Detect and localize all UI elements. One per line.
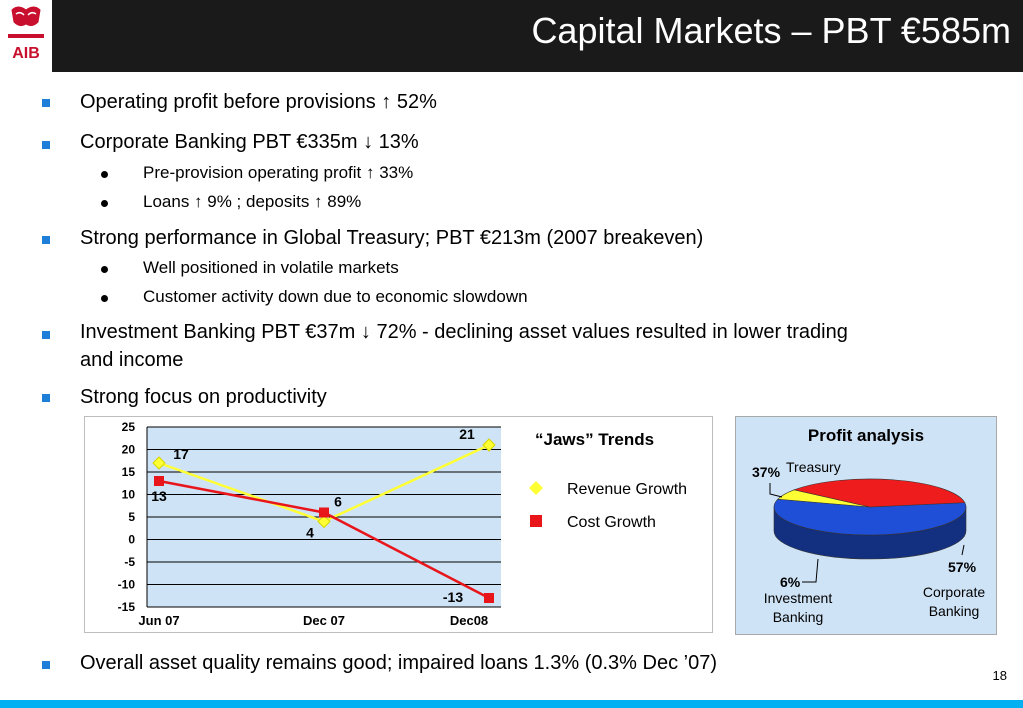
data-label: 13 xyxy=(151,488,167,504)
pie-slice-treasury xyxy=(793,478,966,508)
revenue-growth-point xyxy=(482,438,496,452)
bullet-dot-icon xyxy=(101,171,108,178)
leader-line xyxy=(802,558,819,583)
page-number: 18 xyxy=(992,668,1007,683)
bullet-global-treasury: Strong performance in Global Treasury; P… xyxy=(80,227,704,249)
pie-pct-label: 37% xyxy=(752,464,781,480)
y-tick-label: -15 xyxy=(118,600,136,614)
bullet-corporate-banking: Corporate Banking PBT €335m ↓ 13% xyxy=(80,131,419,153)
bullet-dot-icon xyxy=(101,295,108,302)
bullet-dot-icon xyxy=(101,266,108,273)
cost-growth-point xyxy=(319,507,329,518)
legend-marker-square-icon xyxy=(530,515,542,527)
y-tick-label: 20 xyxy=(122,443,136,457)
cost-growth-point xyxy=(484,593,494,603)
chart-title: “Jaws” Trends xyxy=(535,430,654,449)
data-label: 4 xyxy=(306,525,314,541)
pie-name-label: Investment xyxy=(764,590,833,606)
data-label: 6 xyxy=(334,494,342,510)
pie-title: Profit analysis xyxy=(808,426,924,445)
profit-analysis-svg: Profit analysis 37% Treasury 57% Corporate B… xyxy=(752,426,985,625)
pie-name-label: Banking xyxy=(773,609,824,625)
bullet-square-icon xyxy=(42,141,50,149)
pie-pct-label: 6% xyxy=(780,574,801,590)
y-tick-label: 0 xyxy=(128,533,135,547)
revenue-growth-point xyxy=(152,456,166,470)
jaws-trends-chart: 25 20 15 10 5 0 -5 -10 -15 Jun 07 Dec 07 Dec08 17 4… xyxy=(84,416,713,633)
bullet-investment-banking: Investment Banking PBT €37m ↓ 72% - decl… xyxy=(80,321,848,343)
logo-emblem-icon xyxy=(11,6,41,27)
pie-name-label: Banking xyxy=(929,603,980,619)
y-tick-label: 5 xyxy=(128,510,135,524)
sub-bullet-customer-activity: Customer activity down due to economic s… xyxy=(143,287,528,306)
sub-bullet-loans-deposits: Loans ↑ 9% ; deposits ↑ 89% xyxy=(143,192,362,211)
x-tick-label: Dec08 xyxy=(450,613,488,628)
slide-header: AIB Capital Markets – PBT €585m xyxy=(0,0,1023,72)
revenue-growth-point xyxy=(317,514,331,529)
bullet-square-icon xyxy=(42,394,50,402)
bullet-square-icon xyxy=(42,99,50,107)
leader-line xyxy=(769,483,783,498)
profit-analysis-chart: Profit analysis 37% Treasury 57% Corporate B… xyxy=(735,416,997,635)
data-label: -13 xyxy=(443,589,463,605)
data-label: 21 xyxy=(459,426,475,442)
legend-marker-diamond-icon xyxy=(529,481,543,495)
cost-growth-point xyxy=(154,476,164,486)
bullet-asset-quality: Overall asset quality remains good; impa… xyxy=(80,652,717,674)
bullet-square-icon xyxy=(42,331,50,339)
legend-label: Revenue Growth xyxy=(567,481,687,498)
sub-bullet-volatile-markets: Well positioned in volatile markets xyxy=(143,258,399,277)
y-tick-label: -5 xyxy=(124,555,135,569)
pie-pct-label: 57% xyxy=(948,559,977,575)
pie-name-label: Treasury xyxy=(786,459,841,475)
sub-bullet-pre-provision: Pre-provision operating profit ↑ 33% xyxy=(143,163,414,182)
bottom-accent-bar xyxy=(0,700,1023,708)
bullet-square-icon xyxy=(42,236,50,244)
legend-label: Cost Growth xyxy=(567,514,656,531)
jaws-trends-svg: 25 20 15 10 5 0 -5 -10 -15 Jun 07 Dec 07 Dec08 17 4… xyxy=(118,420,687,628)
x-tick-label: Jun 07 xyxy=(138,613,179,628)
leader-line xyxy=(961,544,965,556)
bullet-operating-profit: Operating profit before provisions ↑ 52% xyxy=(80,91,437,113)
bullet-productivity: Strong focus on productivity xyxy=(80,386,327,408)
page-title: Capital Markets – PBT €585m xyxy=(531,10,1011,51)
bullet-dot-icon xyxy=(101,200,108,207)
data-label: 17 xyxy=(173,446,189,462)
aib-logo: AIB xyxy=(0,0,52,72)
y-tick-label: 15 xyxy=(122,465,136,479)
pie-slice-corporate-banking xyxy=(773,498,967,536)
bullet-square-icon xyxy=(42,661,50,669)
y-tick-label: 10 xyxy=(122,488,136,502)
x-tick-label: Dec 07 xyxy=(303,613,345,628)
pie-name-label: Corporate xyxy=(923,584,985,600)
bullet-investment-banking-cont: and income xyxy=(80,349,184,371)
y-tick-label: 25 xyxy=(122,420,136,434)
aib-logo-mark: AIB xyxy=(5,3,47,69)
logo-text: AIB xyxy=(12,45,40,62)
y-tick-label: -10 xyxy=(118,578,136,592)
